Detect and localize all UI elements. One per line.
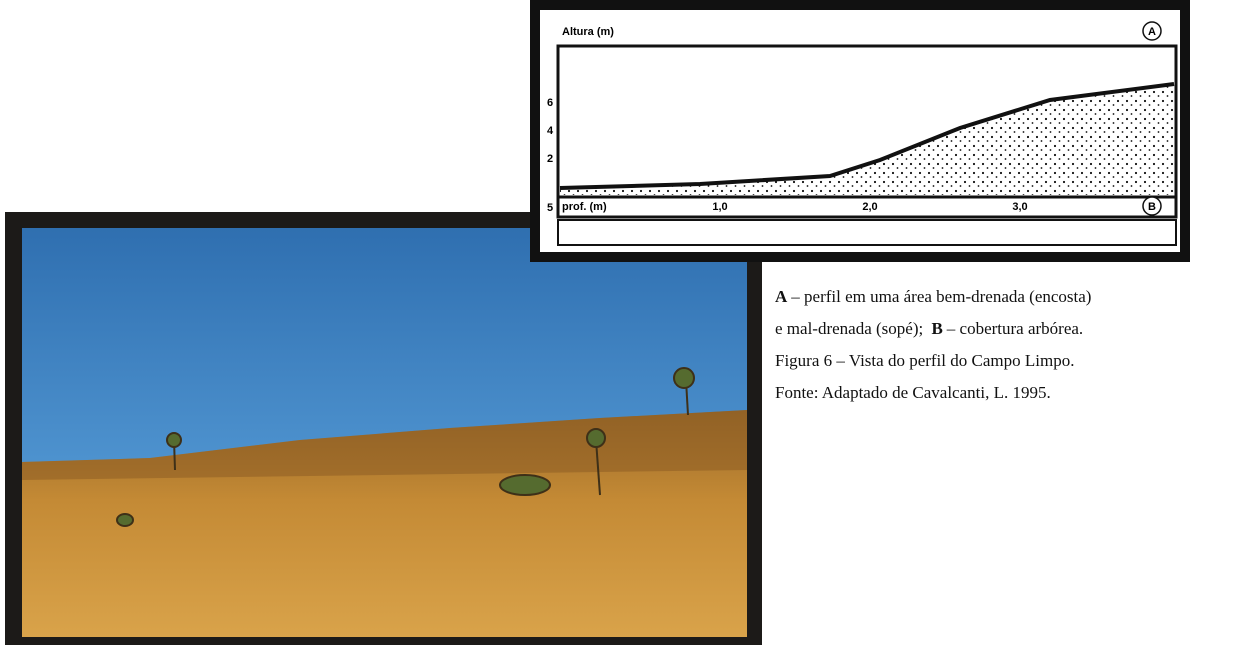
marker-a: A	[1148, 26, 1156, 38]
caption-line: Fonte: Adaptado de Cavalcanti, L. 1995.	[775, 383, 1051, 402]
marker-circle	[1142, 196, 1162, 216]
caption-text: – cobertura arbórea.	[946, 319, 1084, 338]
tree-strip	[557, 219, 1177, 246]
y-tick: 4	[547, 125, 554, 137]
marker-circle	[1142, 21, 1162, 41]
photo-trees	[116, 367, 695, 527]
terrain-line	[559, 82, 1175, 190]
y-tick: 2	[547, 153, 553, 165]
caption-line: e mal-drenada (sopé); B – cobertura arbór…	[775, 319, 1083, 339]
marker-b: B	[1148, 201, 1156, 213]
caption-line: Figura 6 – Vista do perfil do Campo Limp…	[775, 351, 1075, 370]
y-tick: 6	[547, 97, 553, 109]
x-tick: 3,0	[1012, 201, 1027, 213]
caption-text: e mal-drenada (sopé);	[775, 319, 924, 338]
x-axis-label: prof. (m)	[562, 201, 607, 213]
depth-tick: 5	[547, 202, 553, 214]
caption-key: A	[775, 287, 788, 306]
soil-stipple	[560, 84, 1174, 195]
caption-text: – perfil em uma área bem-drenada (encost…	[791, 287, 1092, 306]
caption-line: A – perfil em uma área bem-drenada (encos…	[775, 287, 1091, 307]
depth-strip	[556, 195, 1178, 219]
y-axis-label: Altura (m)	[562, 26, 614, 38]
x-tick: 1,0	[712, 201, 727, 213]
photo-hill-shade	[22, 410, 747, 480]
caption-key: B	[931, 319, 943, 338]
x-tick: 2,0	[862, 201, 877, 213]
